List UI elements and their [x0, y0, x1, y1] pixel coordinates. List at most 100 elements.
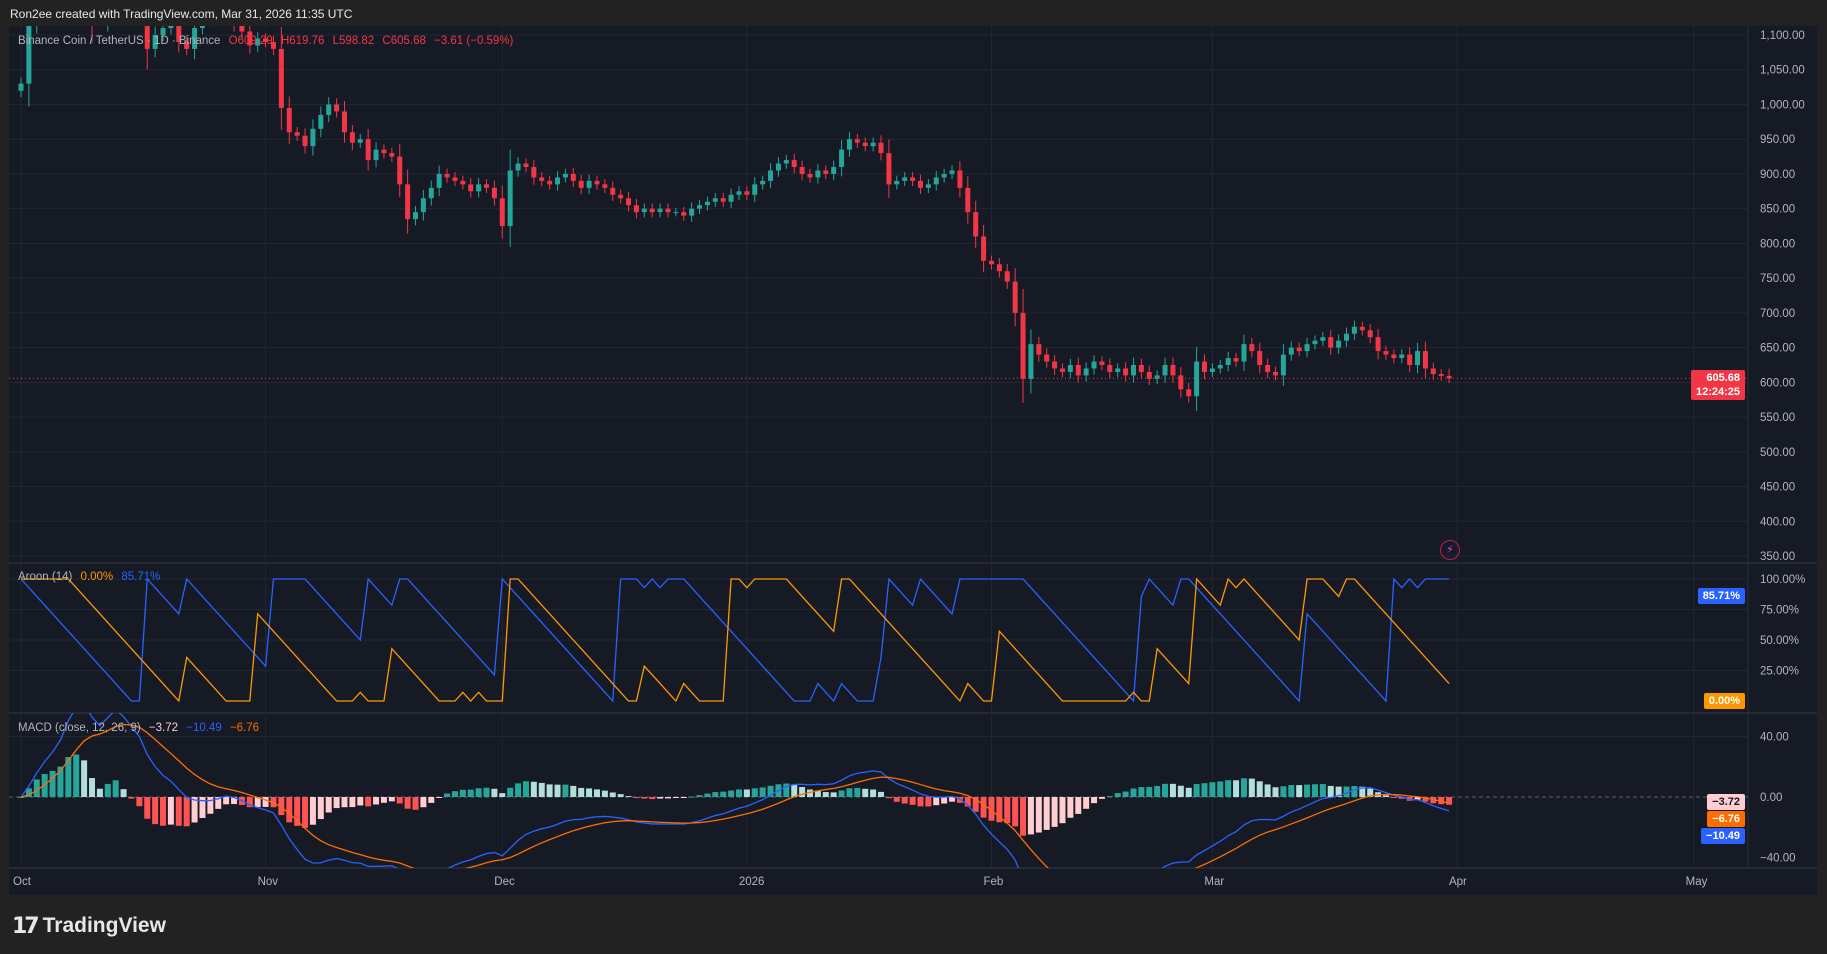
- candle-body: [302, 135, 308, 147]
- macd-histogram-bar: [357, 797, 364, 806]
- candle-body: [578, 180, 584, 188]
- macd-histogram-bar: [1098, 797, 1105, 799]
- candle: [349, 124, 355, 150]
- candle: [36, 26, 38, 34]
- macd-histogram-bar: [120, 789, 127, 797]
- macd-histogram-bar: [199, 797, 206, 818]
- candle-body: [602, 184, 608, 188]
- candle-body: [752, 184, 758, 195]
- candle: [925, 179, 931, 194]
- candle-body: [965, 187, 971, 213]
- macd-histogram-bar: [680, 797, 687, 798]
- macd-histogram-bar: [1351, 786, 1358, 797]
- candle: [1430, 362, 1436, 380]
- macd-histogram-bar: [73, 754, 80, 797]
- candle: [460, 175, 466, 190]
- candle: [18, 77, 24, 98]
- macd-histogram-bar: [18, 797, 24, 798]
- candle-body: [547, 180, 553, 185]
- macd-histogram-bar: [980, 797, 987, 818]
- candle: [405, 169, 411, 234]
- macd-histogram-bar: [1327, 785, 1334, 797]
- macd-label[interactable]: MACD (close, 12, 26, 9): [18, 722, 141, 734]
- candle-body: [1217, 364, 1223, 369]
- candle-body: [468, 184, 474, 192]
- candle: [783, 154, 789, 169]
- price-tick-label: 550.00: [1760, 412, 1795, 424]
- candle: [1004, 263, 1010, 289]
- macd-histogram-bar: [467, 789, 474, 797]
- candle: [436, 165, 442, 197]
- candle-body: [933, 177, 939, 185]
- macd-tick-label: −40.00: [1760, 853, 1796, 865]
- candle: [1446, 368, 1452, 384]
- candle-body: [318, 114, 324, 129]
- candle-body: [760, 180, 766, 185]
- candle: [1351, 320, 1357, 340]
- macd-histogram-bar: [964, 797, 971, 807]
- attribution-bar: Ron2ee created with TradingView.com, Mar…: [0, 0, 1827, 26]
- macd-histogram-bar: [223, 797, 230, 805]
- candle: [681, 206, 687, 221]
- candle: [1399, 349, 1405, 364]
- macd-histogram-bar: [1091, 797, 1098, 804]
- macd-histogram-bar: [412, 797, 419, 810]
- candle-body: [555, 177, 561, 185]
- aroon-tick-label: 50.00%: [1760, 635, 1799, 647]
- candle: [1146, 365, 1152, 386]
- symbol-title[interactable]: Binance Coin / TetherUS · 1D · Binance: [18, 35, 221, 47]
- price-tick-label: 1,000.00: [1760, 99, 1805, 111]
- macd-histogram-bar: [104, 783, 111, 797]
- candle: [996, 257, 1002, 278]
- macd-histogram-bar: [988, 797, 995, 821]
- tradingview-logo[interactable]: 𝟭𝟳 TradingView: [12, 913, 166, 939]
- candle: [752, 177, 758, 203]
- candle-body: [1012, 281, 1018, 313]
- macd-histogram-bar: [325, 797, 332, 813]
- candle: [357, 133, 363, 148]
- candle: [1028, 329, 1034, 394]
- candle-body: [626, 198, 632, 206]
- candle: [294, 127, 300, 141]
- candle: [1209, 363, 1215, 378]
- macd-histogram-bar: [609, 792, 616, 797]
- macd-histogram-bar: [751, 788, 758, 797]
- candle-body: [728, 194, 734, 202]
- macd-hist-value: −3.72: [148, 722, 179, 734]
- candle: [1383, 345, 1389, 360]
- candle-body: [232, 0, 237, 21]
- macd-histogram-bar: [112, 780, 119, 797]
- candle-body: [878, 142, 884, 154]
- candle-body: [1115, 368, 1121, 372]
- candle-body: [1383, 351, 1389, 355]
- chart-frame[interactable]: [9, 26, 1817, 895]
- macd-histogram-bar: [1177, 785, 1184, 797]
- candle-body: [846, 139, 852, 150]
- candle: [381, 144, 387, 159]
- candle: [373, 142, 379, 168]
- macd-histogram-bar: [704, 793, 711, 797]
- aroon-up-tag: 0.00%: [1703, 693, 1745, 709]
- ohlc-change: −3.61 (−0.59%): [434, 35, 514, 47]
- ohlc-open: O609.29: [228, 35, 273, 47]
- lightning-icon[interactable]: ⚡: [1440, 540, 1460, 560]
- candle-body: [1162, 364, 1168, 376]
- macd-histogram-bar: [688, 796, 695, 798]
- macd-histogram-bar: [1296, 785, 1303, 797]
- macd-histogram-bar: [1264, 784, 1271, 797]
- macd-histogram-bar: [1304, 784, 1311, 797]
- candle-body: [917, 180, 923, 188]
- macd-histogram-bar: [388, 797, 395, 802]
- macd-histogram-bar: [1067, 797, 1074, 818]
- candle: [910, 172, 916, 187]
- macd-histogram-bar: [664, 797, 671, 799]
- candle-body: [996, 264, 1002, 272]
- candle: [1012, 268, 1018, 327]
- aroon-label[interactable]: Aroon (14): [18, 571, 73, 583]
- candle: [870, 137, 876, 152]
- candle-body: [1091, 361, 1097, 369]
- macd-histogram-bar: [436, 797, 443, 798]
- x-tick-label: Apr: [1449, 876, 1467, 888]
- macd-histogram-bar: [96, 788, 103, 797]
